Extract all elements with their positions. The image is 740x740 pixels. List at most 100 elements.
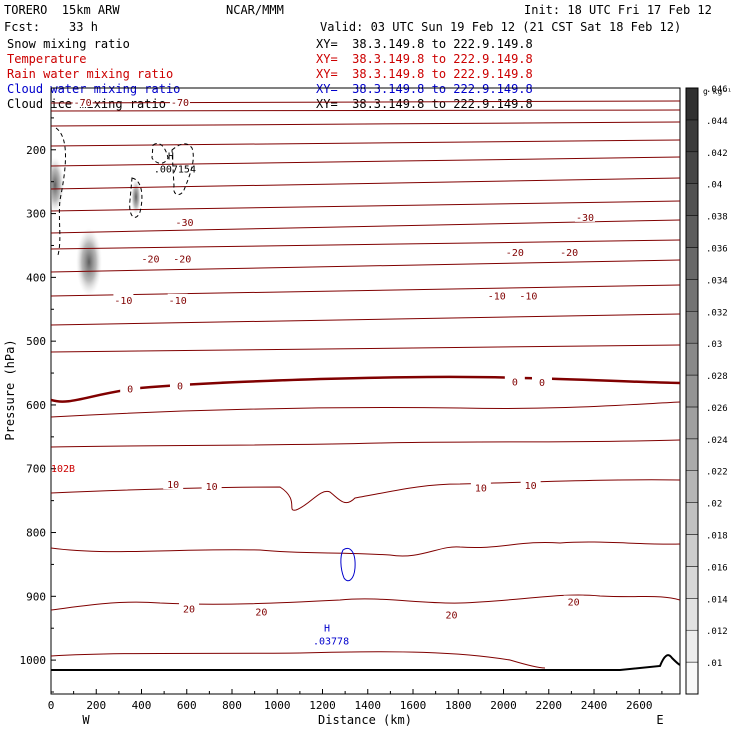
contour-label: 0 xyxy=(512,377,518,388)
terrain xyxy=(51,654,680,671)
contour-label: -10 xyxy=(114,296,132,307)
isotherm-line xyxy=(51,121,680,127)
colorbar-tick-label: .046 xyxy=(706,85,728,95)
isotherm-line xyxy=(51,156,680,167)
y-tick-label: 900 xyxy=(26,590,46,603)
colorbar-tick-label: .032 xyxy=(706,308,728,318)
contour-label-bg xyxy=(72,96,93,108)
contour-label: 10 xyxy=(167,480,179,491)
high-marker-value: .03778 xyxy=(313,637,349,648)
colorbar-tick-label: .03 xyxy=(706,340,722,350)
colorbar-segment xyxy=(685,183,699,216)
contour-label-bg xyxy=(113,293,134,305)
contour-label-bg xyxy=(169,379,190,391)
legend-cloud-ice: Cloud ice mixing ratio xyxy=(7,97,166,111)
colorbar-segment xyxy=(685,119,699,153)
x-axis-title: Distance (km) xyxy=(318,713,412,727)
contour-label-bg xyxy=(520,478,541,490)
contour-label: -20 xyxy=(560,248,578,259)
colorbar-tick-label: .042 xyxy=(706,149,728,159)
isotherm-line xyxy=(51,109,680,112)
y-axis-title: Pressure (hPa) xyxy=(3,339,17,440)
colorbar-tick-label: .034 xyxy=(706,276,728,286)
y-tick-label: 400 xyxy=(26,271,46,284)
x-tick-label: 200 xyxy=(86,699,106,712)
colorbar-tick-label: .018 xyxy=(706,532,728,542)
y-axis: 200 300 400 500 600 700 800 900 1000 xyxy=(20,117,56,693)
x-tick-label: 600 xyxy=(177,699,197,712)
contour-label-bg xyxy=(140,252,161,264)
x-tick-label: 1600 xyxy=(400,699,427,712)
x-tick-label: 2000 xyxy=(490,699,517,712)
colorbar-segment xyxy=(685,406,699,440)
contour-label-bg xyxy=(518,289,539,301)
contour-label-bg xyxy=(201,480,222,492)
contour-label: 0 xyxy=(127,384,133,395)
contour-label: 20 xyxy=(183,605,195,616)
x-tick-label: 800 xyxy=(222,699,242,712)
legend-snow-xy: XY= 38.3.149.8 to 222.9.149.8 xyxy=(316,37,533,51)
high-marker-value: .007154 xyxy=(154,165,196,176)
contour-label: 10 xyxy=(475,483,487,494)
isotherm-line xyxy=(51,344,680,353)
contour-label: 0 xyxy=(177,381,183,392)
contour-label: -10 xyxy=(519,291,537,302)
colorbar-tick-label: .028 xyxy=(706,372,728,382)
x-tick-label: 2400 xyxy=(581,699,608,712)
cloud-ice-contour xyxy=(171,143,194,196)
colorbar-segment xyxy=(685,247,699,280)
legend-cloud-water: Cloud water mixing ratio xyxy=(7,82,181,96)
x-tick-label: 1000 xyxy=(264,699,291,712)
x-tick-label: 0 xyxy=(48,699,55,712)
x-tick-label: 1400 xyxy=(355,699,382,712)
colorbar-segment xyxy=(685,374,699,408)
x-end-label-west: W xyxy=(82,713,90,727)
isotherm-line xyxy=(51,439,680,448)
colorbar-segment xyxy=(685,438,699,471)
contour-label-bg xyxy=(504,245,525,257)
isotherm-line xyxy=(51,239,680,250)
legend-rain-xy: XY= 38.3.149.8 to 222.9.149.8 xyxy=(316,67,533,81)
x-tick-label: 2200 xyxy=(536,699,563,712)
x-tick-label: 1800 xyxy=(445,699,472,712)
contour-label: -70 xyxy=(74,98,92,109)
y-tick-label: 700 xyxy=(26,463,46,476)
y-tick-label: 300 xyxy=(26,208,46,221)
contour-label: -30 xyxy=(175,218,193,229)
contour-label-bg xyxy=(251,605,272,617)
model-title: TORERO 15km ARW xyxy=(4,3,120,17)
organization-label: NCAR/MMM xyxy=(226,3,284,17)
colorbar-segment xyxy=(685,311,699,344)
high-marker-label: H xyxy=(324,624,330,635)
contour-label-bg xyxy=(559,245,580,257)
contour-label: -10 xyxy=(169,296,187,307)
colorbar-segment xyxy=(685,151,699,184)
contour-label-bg xyxy=(120,382,141,394)
plot-frame xyxy=(50,87,681,695)
snow-shade-2 xyxy=(51,157,64,213)
colorbar-tick-label: .022 xyxy=(706,468,728,478)
y-tick-label: 500 xyxy=(26,335,46,348)
contour-label-bg xyxy=(470,481,491,493)
y-tick-label: 800 xyxy=(26,527,46,540)
contour-label: 10 xyxy=(525,481,537,492)
colorbar-segment xyxy=(685,470,699,503)
y-tick-label: 1000 xyxy=(20,654,47,667)
colorbar-segment xyxy=(685,215,699,248)
legend-cloud-water-xy: XY= 38.3.149.8 to 222.9.149.8 xyxy=(316,82,533,96)
contour-label: -20 xyxy=(142,254,160,265)
init-time: Init: 18 UTC Fri 17 Feb 12 xyxy=(524,3,712,17)
legend-rain: Rain water mixing ratio xyxy=(7,67,174,81)
contour-label: -70 xyxy=(171,98,189,109)
x-tick-label: 2600 xyxy=(626,699,653,712)
colorbar-segment xyxy=(685,534,699,567)
isotherm-line xyxy=(51,100,680,104)
isotherm-line xyxy=(51,651,546,669)
legend-temperature: Temperature xyxy=(7,52,87,66)
colorbar-segment xyxy=(685,342,699,376)
colorbar-tick-label: .036 xyxy=(706,244,728,254)
isotherm-line xyxy=(51,479,680,511)
contour-label: 20 xyxy=(445,610,457,621)
cloud-water-contour xyxy=(340,547,356,582)
